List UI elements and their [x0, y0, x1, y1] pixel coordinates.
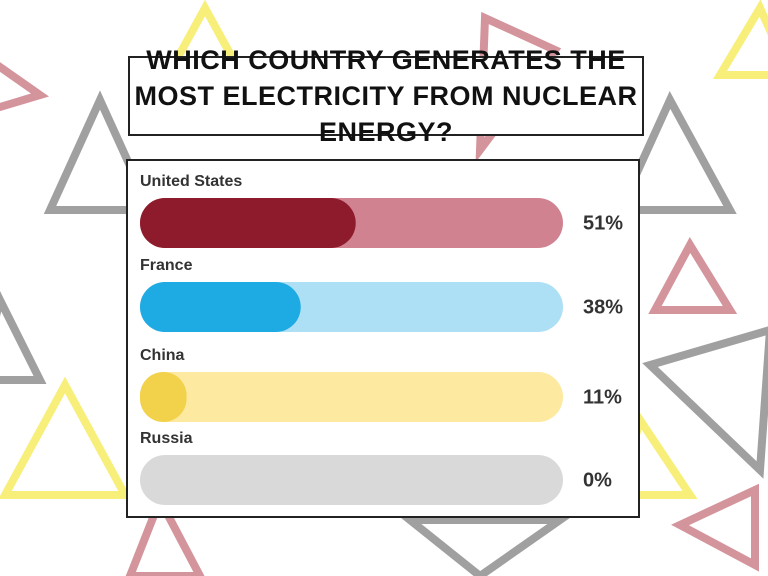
decor-triangle [0, 291, 47, 384]
decor-triangle [648, 236, 738, 314]
bar-track [140, 455, 563, 505]
decor-triangle [0, 376, 132, 499]
chart-title: WHICH COUNTRY GENERATES THE MOST ELECTRI… [128, 45, 644, 147]
decor-triangle [613, 91, 737, 214]
category-label: Russia [140, 430, 193, 447]
decor-triangle [712, 0, 768, 79]
decor-triangle [642, 326, 768, 479]
decor-triangle [398, 516, 573, 576]
value-label: 51% [583, 212, 623, 234]
bar [140, 372, 187, 422]
decor-triangle [43, 90, 157, 214]
chart: United States 51% France 38% China 11% Russia 0… [140, 173, 623, 505]
category-label: United States [140, 173, 242, 190]
category-label: France [140, 257, 193, 274]
decor-triangle [671, 483, 759, 572]
value-label: 11% [583, 386, 622, 408]
decor-triangle [125, 490, 205, 576]
bar-track [140, 372, 563, 422]
category-label: China [140, 347, 185, 364]
bar [140, 282, 301, 332]
value-label: 0% [583, 469, 612, 491]
bar [140, 198, 356, 248]
value-label: 38% [583, 296, 623, 318]
decor-triangle [0, 62, 50, 112]
